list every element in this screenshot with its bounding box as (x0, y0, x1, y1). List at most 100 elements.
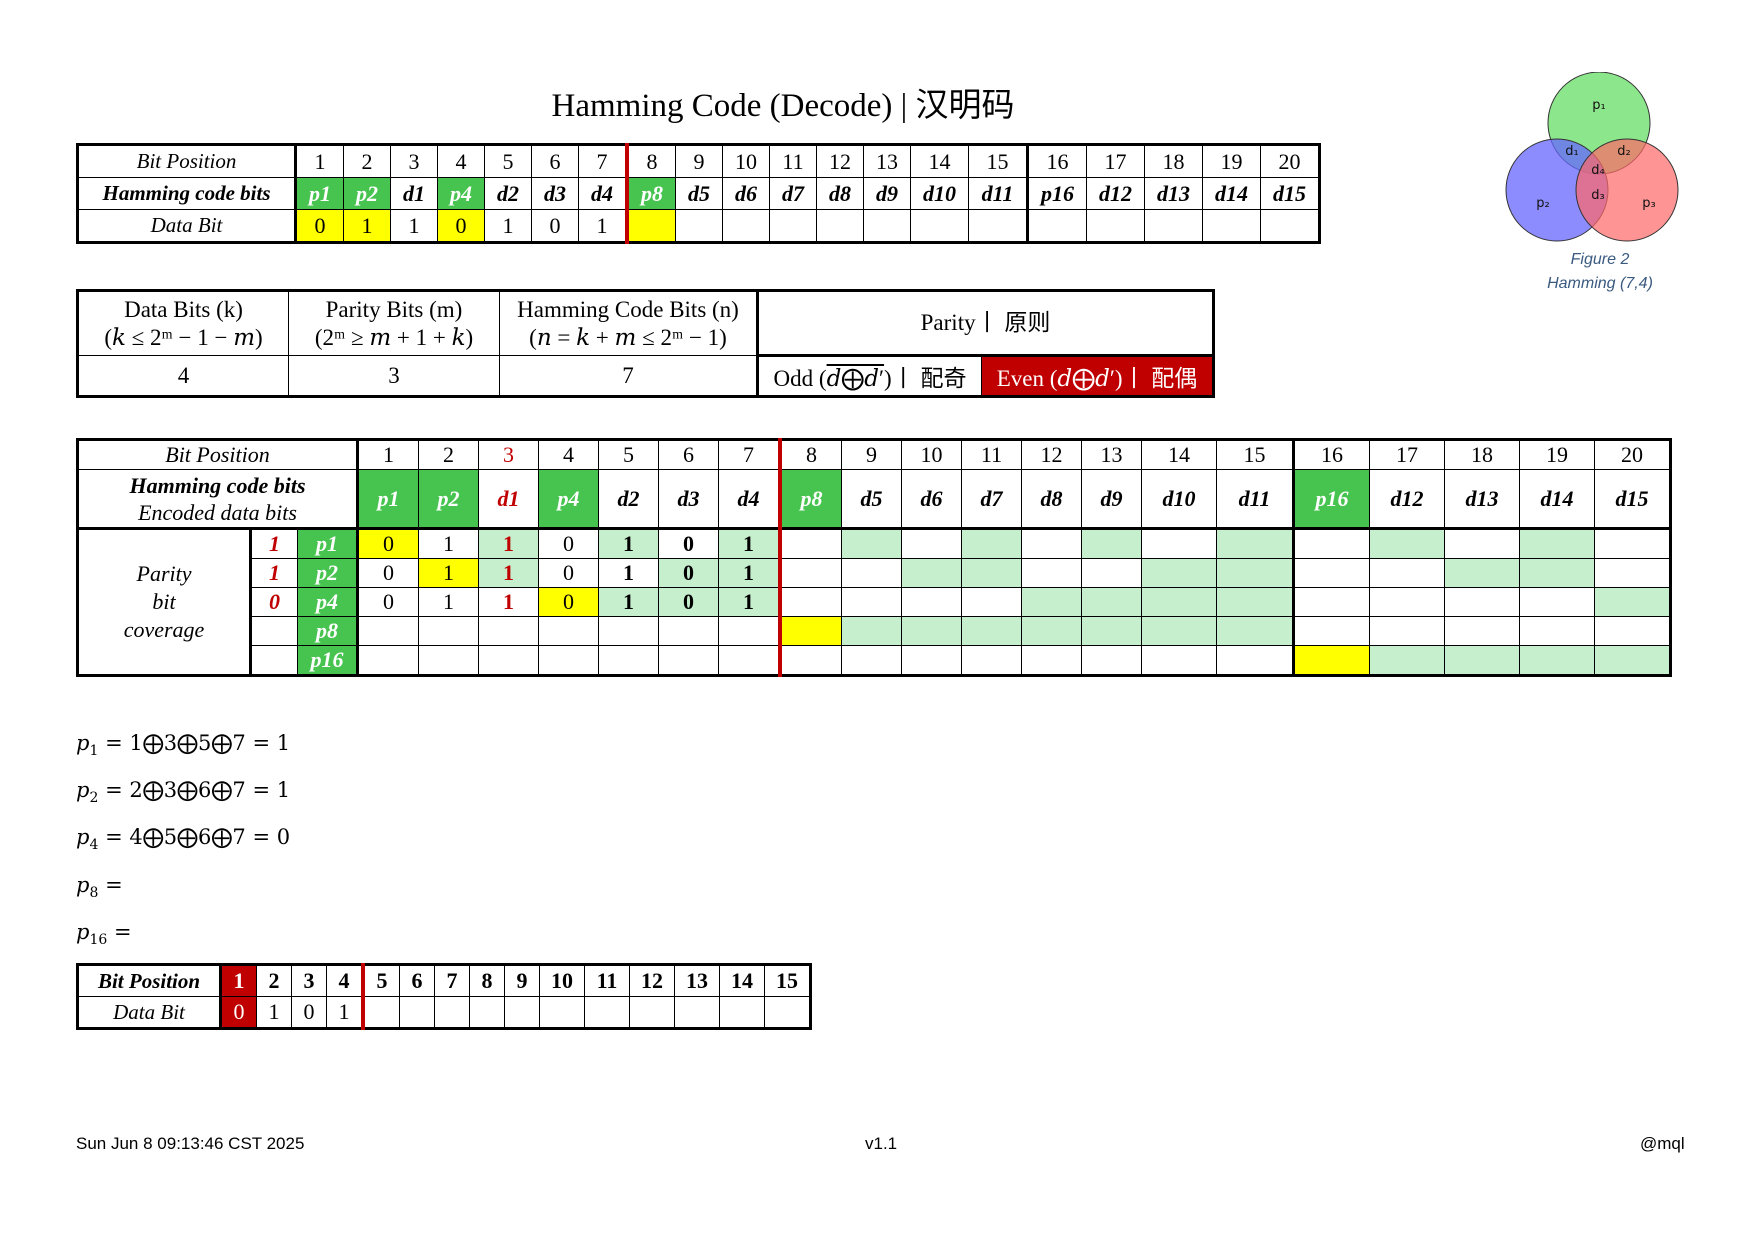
data-bit-cell[interactable] (629, 996, 675, 1029)
coverage-cell[interactable]: 1 (418, 528, 479, 559)
coverage-cell[interactable] (901, 587, 962, 617)
coverage-cell[interactable] (1293, 645, 1370, 676)
coverage-cell[interactable]: 0 (357, 558, 419, 588)
coverage-cell[interactable] (1519, 528, 1595, 559)
data-bit-cell[interactable] (1144, 209, 1203, 243)
coverage-cell[interactable] (478, 616, 539, 646)
data-bit-cell[interactable] (675, 209, 723, 243)
data-bit-cell[interactable] (1027, 209, 1087, 243)
coverage-cell[interactable] (538, 616, 599, 646)
coverage-cell[interactable] (1369, 528, 1445, 559)
coverage-cell[interactable] (961, 616, 1022, 646)
data-bit-cell[interactable] (722, 209, 770, 243)
coverage-cell[interactable] (778, 616, 842, 646)
coverage-cell[interactable] (1444, 558, 1520, 588)
parity-result-cell[interactable]: 1 (250, 528, 298, 559)
coverage-cell[interactable]: 1 (718, 558, 781, 588)
coverage-cell[interactable] (1081, 645, 1142, 676)
coverage-cell[interactable] (961, 587, 1022, 617)
coverage-cell[interactable] (1444, 616, 1520, 646)
coverage-cell[interactable] (1293, 587, 1370, 617)
data-bit-cell[interactable]: 0 (437, 209, 485, 243)
coverage-cell[interactable] (1021, 528, 1082, 559)
coverage-cell[interactable]: 1 (418, 587, 479, 617)
coverage-cell[interactable]: 0 (538, 587, 599, 617)
coverage-cell[interactable] (1293, 558, 1370, 588)
coverage-cell[interactable]: 1 (418, 558, 479, 588)
coverage-cell[interactable] (961, 645, 1022, 676)
data-bit-cell[interactable] (674, 996, 720, 1029)
coverage-cell[interactable] (1369, 587, 1445, 617)
coverage-cell[interactable] (1081, 587, 1142, 617)
coverage-cell[interactable]: 1 (598, 558, 659, 588)
coverage-cell[interactable] (841, 558, 902, 588)
coverage-cell[interactable] (598, 645, 659, 676)
data-bit-cell[interactable]: 1 (326, 996, 364, 1029)
coverage-cell[interactable]: 1 (598, 528, 659, 559)
coverage-cell[interactable] (1216, 558, 1295, 588)
coverage-cell[interactable] (418, 616, 479, 646)
coverage-cell[interactable]: 0 (538, 558, 599, 588)
parity-result-cell[interactable] (250, 616, 298, 646)
coverage-cell[interactable] (778, 645, 842, 676)
coverage-cell[interactable] (1519, 558, 1595, 588)
coverage-cell[interactable] (1444, 645, 1520, 676)
odd-parity-option[interactable]: Odd (𝑑⨁𝑑′)丨 配奇 (756, 355, 982, 397)
coverage-cell[interactable]: 0 (658, 587, 719, 617)
data-bit-cell[interactable]: 1 (484, 209, 532, 243)
coverage-cell[interactable] (1216, 645, 1295, 676)
data-bit-cell[interactable] (399, 996, 435, 1029)
coverage-cell[interactable] (357, 616, 419, 646)
coverage-cell[interactable]: 1 (478, 587, 539, 617)
coverage-cell[interactable]: 1 (598, 587, 659, 617)
coverage-cell[interactable] (1444, 587, 1520, 617)
coverage-cell[interactable] (961, 558, 1022, 588)
coverage-cell[interactable]: 1 (478, 528, 539, 559)
coverage-cell[interactable] (1141, 558, 1217, 588)
coverage-cell[interactable] (1519, 587, 1595, 617)
coverage-cell[interactable]: 1 (718, 587, 781, 617)
data-bit-cell[interactable] (539, 996, 585, 1029)
coverage-cell[interactable] (1141, 645, 1217, 676)
coverage-cell[interactable] (841, 616, 902, 646)
data-bit-cell[interactable] (469, 996, 505, 1029)
parity-result-cell[interactable]: 1 (250, 558, 298, 588)
coverage-cell[interactable] (778, 587, 842, 617)
parity-result-cell[interactable] (250, 645, 298, 676)
coverage-cell[interactable]: 1 (478, 558, 539, 588)
coverage-cell[interactable] (1293, 528, 1370, 559)
coverage-cell[interactable] (1444, 528, 1520, 559)
coverage-cell[interactable] (841, 645, 902, 676)
coverage-cell[interactable] (1594, 616, 1671, 646)
coverage-cell[interactable] (901, 528, 962, 559)
coverage-cell[interactable] (1594, 558, 1671, 588)
data-bit-cell[interactable]: 0 (531, 209, 579, 243)
data-bit-cell[interactable]: 0 (295, 209, 344, 243)
data-bit-cell[interactable] (863, 209, 911, 243)
even-parity-option[interactable]: Even (𝑑⨁𝑑′)丨 配偶 (981, 355, 1214, 397)
coverage-cell[interactable] (718, 616, 781, 646)
data-bit-cell[interactable] (764, 996, 811, 1029)
coverage-cell[interactable] (901, 616, 962, 646)
coverage-cell[interactable] (1519, 645, 1595, 676)
data-bit-cell[interactable] (584, 996, 630, 1029)
data-bit-cell[interactable] (625, 209, 676, 243)
data-bit-cell[interactable]: 1 (343, 209, 391, 243)
coverage-cell[interactable] (1594, 587, 1671, 617)
data-bit-cell[interactable] (769, 209, 817, 243)
coverage-cell[interactable] (1021, 645, 1082, 676)
data-bit-cell[interactable] (816, 209, 864, 243)
data-bit-cell[interactable]: 1 (578, 209, 628, 243)
data-bit-cell[interactable]: 0 (219, 996, 257, 1029)
data-bit-cell[interactable] (968, 209, 1029, 243)
coverage-cell[interactable] (598, 616, 659, 646)
data-bit-cell[interactable] (719, 996, 765, 1029)
data-bit-cell[interactable] (1086, 209, 1145, 243)
data-bit-cell[interactable] (434, 996, 470, 1029)
coverage-cell[interactable] (1519, 616, 1595, 646)
coverage-cell[interactable] (1369, 616, 1445, 646)
coverage-cell[interactable]: 0 (538, 528, 599, 559)
data-bit-cell[interactable]: 1 (256, 996, 292, 1029)
coverage-cell[interactable] (1594, 528, 1671, 559)
coverage-cell[interactable] (1141, 587, 1217, 617)
